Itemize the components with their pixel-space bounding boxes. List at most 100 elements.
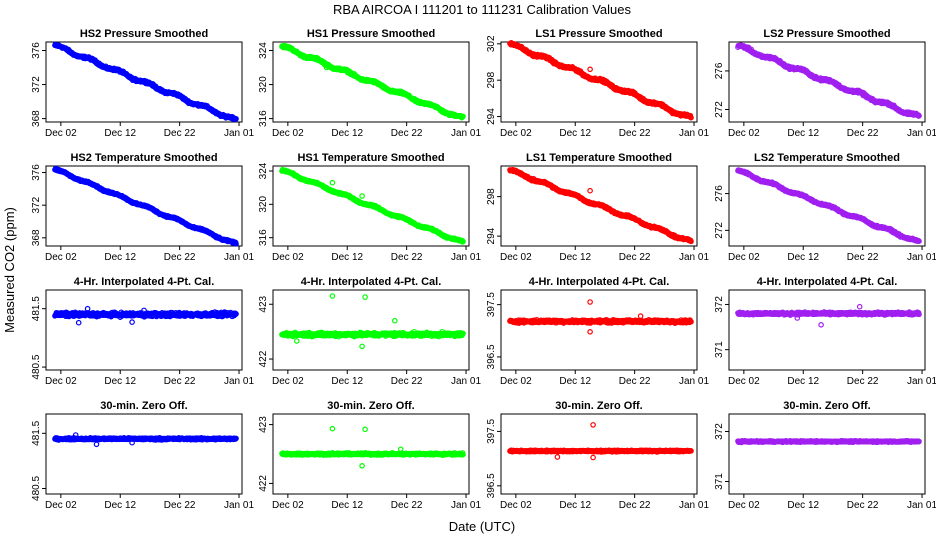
x-tick-label: Dec 02	[500, 128, 532, 139]
panel-title: LS1 Pressure Smoothed	[535, 28, 662, 40]
data-points	[279, 42, 466, 121]
x-tick-label: Dec 02	[45, 128, 77, 139]
data-point	[460, 113, 466, 120]
x-tick-label: Dec 02	[500, 252, 532, 263]
panel-frame	[272, 41, 470, 123]
figure-title: RBA AIRCOA I 111201 to 111231 Calibratio…	[333, 2, 631, 17]
data-point	[233, 116, 239, 122]
panel-frame	[272, 289, 470, 371]
data-points	[735, 42, 922, 119]
panel-title: LS2 Temperature Smoothed	[754, 152, 900, 164]
x-tick-label: Jan 01	[451, 376, 481, 387]
y-tick-label: 294	[486, 227, 497, 244]
x-tick-label: Dec 22	[847, 128, 879, 139]
x-tick-label: Dec 22	[164, 252, 196, 263]
y-tick-label: 294	[486, 108, 497, 125]
panel-title: 4-Hr. Interpolated 4-Pt. Cal.	[301, 276, 442, 288]
panel-title: 4-Hr. Interpolated 4-Pt. Cal.	[74, 276, 215, 288]
panel-frame	[45, 41, 243, 123]
outlier-point	[359, 193, 365, 199]
y-tick-label: 324	[258, 162, 269, 179]
x-tick-label: Dec 22	[164, 376, 196, 387]
x-tick-label: Dec 12	[104, 252, 136, 263]
y-tick-label: 372	[31, 76, 42, 93]
outlier-point	[587, 66, 593, 73]
x-axis-label: Date (UTC)	[449, 519, 515, 534]
data-points	[507, 166, 694, 245]
x-tick-label: Jan 01	[679, 128, 709, 139]
panel-frame	[45, 289, 243, 371]
y-tick-label: 272	[714, 101, 725, 118]
x-tick-label: Dec 02	[45, 376, 77, 387]
x-tick-label: Dec 12	[331, 376, 363, 387]
x-tick-label: Jan 01	[224, 128, 254, 139]
panel-ls1-row2: LS1 Temperature Smoothed Dec 02 Dec 12 Dec …	[486, 152, 709, 263]
panel-title: HS1 Pressure Smoothed	[307, 28, 435, 40]
panel-title: LS2 Pressure Smoothed	[763, 28, 890, 40]
y-tick-label: 368	[31, 110, 42, 127]
y-tick-label: 298	[486, 188, 497, 205]
data-points	[52, 305, 239, 326]
y-tick-label: 316	[258, 229, 269, 246]
x-tick-label: Dec 02	[728, 128, 760, 139]
x-tick-label: Dec 22	[164, 128, 196, 139]
x-tick-label: Dec 12	[559, 128, 591, 139]
panel-title: HS1 Temperature Smoothed	[297, 152, 444, 164]
outlier-point	[329, 179, 336, 186]
x-tick-label: Jan 01	[907, 252, 936, 263]
data-points	[279, 166, 466, 245]
x-tick-label: Jan 01	[224, 252, 254, 263]
data-points	[52, 41, 239, 122]
y-tick-label: 302	[486, 35, 497, 52]
y-axis-label: Measured CO2 (ppm)	[2, 207, 17, 333]
panel-title: HS2 Temperature Smoothed	[70, 152, 217, 164]
x-tick-label: Jan 01	[451, 252, 481, 263]
x-tick-label: Dec 22	[391, 376, 423, 387]
x-tick-label: Jan 01	[907, 128, 936, 139]
x-tick-label: Dec 22	[619, 252, 651, 263]
panel-grid: HS2 Pressure Smoothed Dec 02 Dec 12 Dec 22 J…	[31, 28, 936, 511]
outlier-point	[75, 319, 82, 326]
x-tick-label: Dec 02	[272, 128, 304, 139]
y-tick-label: 368	[31, 229, 42, 246]
data-points	[735, 167, 922, 244]
outlier-point	[587, 187, 593, 194]
y-tick-label: 376	[31, 42, 42, 59]
y-tick-label: 272	[714, 222, 725, 239]
y-tick-label: 276	[714, 62, 725, 79]
y-tick-label: 422	[258, 350, 269, 367]
outlier-point	[84, 305, 91, 312]
y-tick-label: 320	[258, 196, 269, 213]
x-tick-label: Dec 02	[45, 252, 77, 263]
y-tick-label: 423	[258, 295, 269, 312]
panel-ls1-row1: LS1 Pressure Smoothed Dec 02 Dec 12 Dec 22 J…	[486, 28, 709, 139]
data-points	[52, 165, 239, 247]
panel-hs2-row3: 4-Hr. Interpolated 4-Pt. Cal. Dec 02 Dec 1…	[31, 276, 254, 387]
x-tick-label: Jan 01	[451, 128, 481, 139]
y-tick-label: 324	[258, 42, 269, 59]
outlier-point	[129, 319, 135, 325]
outlier-point	[323, 64, 330, 71]
x-tick-label: Dec 22	[391, 128, 423, 139]
y-tick-label: 320	[258, 76, 269, 93]
y-tick-label: 316	[258, 110, 269, 127]
x-tick-label: Dec 02	[272, 376, 304, 387]
x-tick-label: Dec 22	[847, 252, 879, 263]
x-tick-label: Dec 02	[728, 252, 760, 263]
x-tick-label: Dec 12	[331, 128, 363, 139]
panel-title: HS2 Pressure Smoothed	[80, 28, 208, 40]
x-tick-label: Dec 12	[787, 128, 819, 139]
x-tick-label: Dec 12	[559, 252, 591, 263]
y-tick-label: 480.5	[31, 354, 42, 379]
y-tick-label: 372	[31, 196, 42, 213]
panel-hs2-row2: HS2 Temperature Smoothed Dec 02 Dec 12 Dec …	[31, 152, 254, 263]
x-tick-label: Dec 22	[619, 128, 651, 139]
panel-hs1-row3: 4-Hr. Interpolated 4-Pt. Cal. Dec 02 Dec 1…	[258, 276, 481, 387]
panel-title: LS1 Temperature Smoothed	[526, 152, 672, 164]
x-tick-label: Dec 12	[104, 376, 136, 387]
data-points	[507, 40, 694, 121]
panel-hs1-row1: HS1 Pressure Smoothed Dec 02 Dec 12 Dec 22 J…	[258, 28, 481, 139]
